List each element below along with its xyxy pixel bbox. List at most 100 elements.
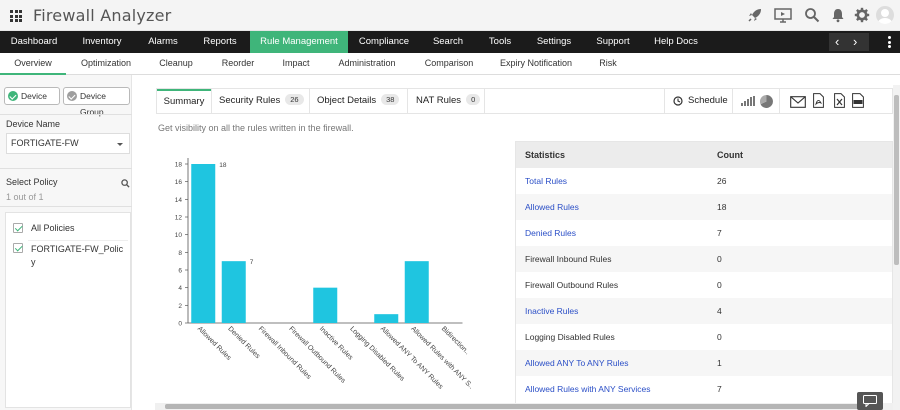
y-tick-label: 18 <box>175 162 183 169</box>
chevron-right-icon[interactable]: › <box>853 34 858 49</box>
nav-dashboard[interactable]: Dashboard <box>10 36 58 47</box>
column-header-statistics: Statistics <box>525 150 566 160</box>
nav-reports[interactable]: Reports <box>203 36 237 47</box>
pie-chart-icon[interactable] <box>760 95 773 108</box>
bar <box>374 314 399 323</box>
excel-icon[interactable] <box>834 93 845 108</box>
statistic-count: 7 <box>717 228 722 238</box>
table-row: Allowed Rules 18 <box>516 194 892 220</box>
monitor-icon[interactable] <box>774 7 792 23</box>
subnav-impact[interactable]: Impact <box>282 58 310 68</box>
count-badge: 0 <box>466 94 481 105</box>
tab-nat-rules[interactable]: NAT Rules 0 <box>416 89 481 113</box>
subnav-cleanup[interactable]: Cleanup <box>159 58 193 68</box>
data-label: 7 <box>250 259 254 266</box>
table-row: Firewall Inbound Rules 0 <box>516 246 892 272</box>
y-tick-label: 16 <box>175 179 183 186</box>
nav-compliance[interactable]: Compliance <box>358 36 410 47</box>
sub-nav: Overview Optimization Cleanup Reorder Im… <box>0 53 900 75</box>
pdf-icon[interactable] <box>813 93 824 108</box>
nav-alarms[interactable]: Alarms <box>148 36 178 47</box>
user-avatar-icon[interactable] <box>876 6 894 24</box>
subnav-comparison[interactable]: Comparison <box>424 58 474 68</box>
vertical-scrollbar[interactable] <box>893 85 900 410</box>
schedule-button[interactable]: Schedule <box>673 89 728 113</box>
tab-security-rules[interactable]: Security Rules 26 <box>219 89 304 113</box>
subnav-optimization[interactable]: Optimization <box>80 58 132 68</box>
gear-icon[interactable] <box>854 7 870 23</box>
statistic-label: Firewall Outbound Rules <box>525 280 619 290</box>
nav-search[interactable]: Search <box>432 36 464 47</box>
nav-tools[interactable]: Tools <box>488 36 512 47</box>
subnav-administration[interactable]: Administration <box>338 58 396 68</box>
tab-label: Security Rules <box>219 95 281 106</box>
nav-inventory[interactable]: Inventory <box>82 36 122 47</box>
statistic-link[interactable]: Allowed ANY To ANY Rules <box>525 358 629 368</box>
statistic-count: 0 <box>717 332 722 342</box>
x-tick-label: Allowed ANY To ANY Rules <box>379 325 445 391</box>
divider <box>0 168 132 169</box>
y-tick-label: 2 <box>178 303 182 310</box>
table-row: Inactive Rules 4 <box>516 298 892 324</box>
policy-label: All Policies <box>31 223 75 233</box>
x-tick-label: Logging Disabled Rules <box>348 325 406 383</box>
statistic-count: 1 <box>717 358 722 368</box>
y-tick-label: 8 <box>178 250 182 257</box>
statistic-link[interactable]: Allowed Rules <box>525 202 579 212</box>
divider <box>0 114 132 115</box>
search-icon[interactable] <box>804 7 820 23</box>
statistics-table: Statistics Count Total Rules 26 Allowed Ru… <box>515 141 893 410</box>
nav-settings[interactable]: Settings <box>536 36 572 47</box>
subnav-expiry-notification[interactable]: Expiry Notification <box>499 58 573 68</box>
nav-rule-management[interactable]: Rule Management <box>250 31 348 53</box>
table-row: Firewall Outbound Rules 0 <box>516 272 892 298</box>
count-badge: 38 <box>381 94 400 105</box>
device-group-toggle-button[interactable]: Device Group <box>63 87 130 117</box>
statistic-link[interactable]: Inactive Rules <box>525 306 579 316</box>
subnav-reorder[interactable]: Reorder <box>221 58 255 68</box>
bar-chart-icon[interactable] <box>741 96 755 106</box>
apps-grid-icon[interactable] <box>10 10 22 22</box>
column-header-count: Count <box>717 150 743 160</box>
chat-button[interactable] <box>857 392 883 410</box>
tab-object-details[interactable]: Object Details 38 <box>317 89 400 113</box>
check-circle-icon <box>8 91 18 101</box>
chat-icon <box>863 395 877 407</box>
statistic-count: 26 <box>717 176 727 186</box>
y-tick-label: 4 <box>178 285 182 292</box>
y-tick-label: 0 <box>178 321 182 328</box>
sidebar: Device Device Group Device Name FORTIGAT… <box>0 75 132 410</box>
email-icon[interactable] <box>790 96 806 108</box>
statistic-link[interactable]: Allowed Rules with ANY Services <box>525 384 651 394</box>
statistic-count: 0 <box>717 280 722 290</box>
statistic-count: 4 <box>717 306 722 316</box>
device-toggle-button[interactable]: Device <box>4 87 60 105</box>
device-name-dropdown[interactable]: FORTIGATE-FW <box>6 133 130 154</box>
bar <box>313 287 338 323</box>
statistic-link[interactable]: Denied Rules <box>525 228 577 238</box>
nav-help-docs[interactable]: Help Docs <box>654 36 698 47</box>
clock-icon <box>673 96 683 106</box>
statistic-link[interactable]: Total Rules <box>525 176 568 186</box>
chevron-left-icon[interactable]: ‹ <box>835 34 840 49</box>
csv-icon[interactable] <box>852 93 864 108</box>
tab-summary[interactable]: Summary <box>157 89 211 113</box>
statistic-count: 7 <box>717 384 722 394</box>
page-description: Get visibility on all the rules written … <box>158 123 354 133</box>
nav-support[interactable]: Support <box>596 36 630 47</box>
policy-count: 1 out of 1 <box>6 192 44 202</box>
subnav-overview[interactable]: Overview <box>0 53 66 75</box>
search-icon[interactable] <box>121 179 130 188</box>
bell-icon[interactable] <box>830 7 846 23</box>
app-title: Firewall Analyzer <box>33 6 172 25</box>
checkbox[interactable] <box>13 223 23 233</box>
subnav-risk[interactable]: Risk <box>599 58 617 68</box>
policy-label: FORTIGATE-FW_Policy <box>31 244 124 267</box>
checkbox[interactable] <box>13 243 23 253</box>
more-vertical-icon[interactable] <box>888 36 892 50</box>
rocket-icon[interactable] <box>747 7 763 23</box>
device-name-label: Device Name <box>6 119 61 129</box>
horizontal-scrollbar[interactable] <box>155 403 893 410</box>
device-toggle-label: Device <box>21 91 47 101</box>
x-tick-label: Firewall Outbound Rules <box>287 325 347 385</box>
